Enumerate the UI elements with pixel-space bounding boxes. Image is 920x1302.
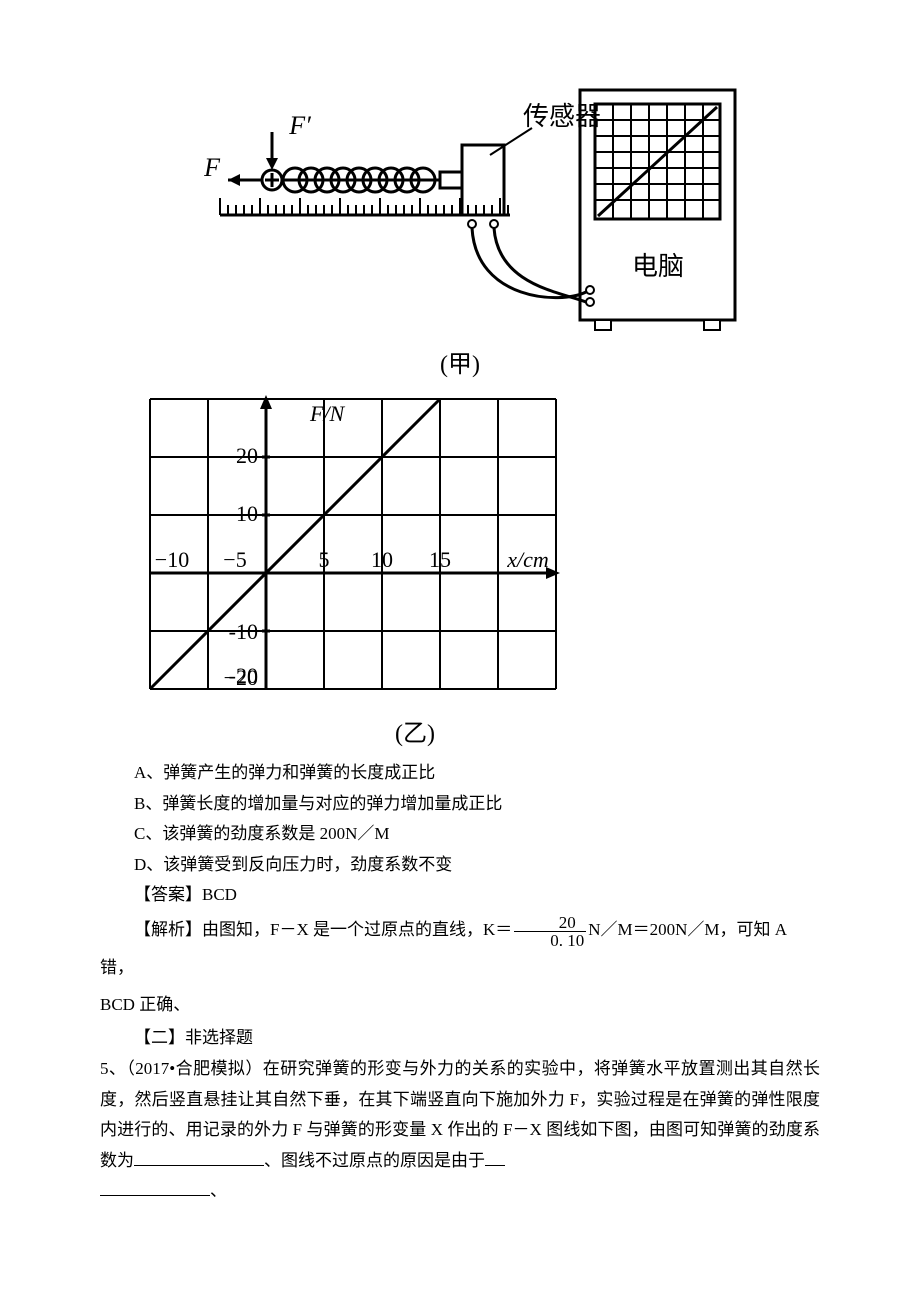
answer-label: 【答案】 [134,885,202,904]
apparatus-diagram: 电脑 传感器 [180,80,740,340]
q5-text2: 、图线不过原点的原因是由于 [264,1151,485,1170]
q5-tail: 、 [210,1181,227,1200]
y-tick-20: 20 [236,443,258,468]
y-axis-label: F/N [309,401,346,426]
frac-den: 0. 10 [514,932,586,949]
section2-label: 【二】非选择题 [100,1023,820,1054]
blank-2a [485,1148,505,1166]
x-tick-n10: −10 [155,547,189,572]
explain-block: 【解析】由图知，F－X 是一个过原点的直线，K＝200. 10N／M＝200N／… [100,911,820,1023]
computer-label: 电脑 [632,252,684,281]
question-5: 5、（2017•合肥模拟）在研究弹簧的形变与外力的关系的实验中，将弹簧水平放置测… [100,1054,820,1207]
y-tick-10: 10 [236,501,258,526]
svg-text:−20: −20 [224,665,258,690]
force-f-label: F [203,153,221,182]
x-tick-n5: −5 [223,547,246,572]
option-d: D、该弹簧受到反向压力时，劲度系数不变 [100,850,820,881]
option-a: A、弹簧产生的弹力和弹簧的长度成正比 [100,758,820,789]
explain-pre: 由图知，F－X 是一个过原点的直线，K＝ [202,920,512,939]
x-tick-15: 15 [429,547,451,572]
force-fprime-label: F′ [288,111,311,140]
x-tick-5: 5 [319,547,330,572]
blank-2b [100,1178,210,1196]
sensor-label: 传感器 [523,102,601,131]
answer-line: 【答案】BCD [100,880,820,911]
explain-label: 【解析】 [134,920,202,939]
answer-value: BCD [202,885,237,904]
explain-fraction: 200. 10 [514,914,586,949]
option-b: B、弹簧长度的增加量与对应的弹力增加量成正比 [100,789,820,820]
option-c: C、该弹簧的劲度系数是 200N／M [100,819,820,850]
x-axis-label: x/cm [506,547,549,572]
caption-yi: (乙) [10,713,820,748]
fx-graph: F/N x/cm 20 10 -10 -20 −20 −10 −5 5 10 1… [140,389,570,709]
frac-num: 20 [514,914,586,932]
page: 电脑 传感器 [0,0,920,1302]
x-tick-10: 10 [371,547,393,572]
caption-jia: (甲) [100,344,820,379]
explain-tail: BCD 正确、 [100,995,190,1014]
y-tick-n10: -10 [229,619,258,644]
blank-1 [134,1148,264,1166]
